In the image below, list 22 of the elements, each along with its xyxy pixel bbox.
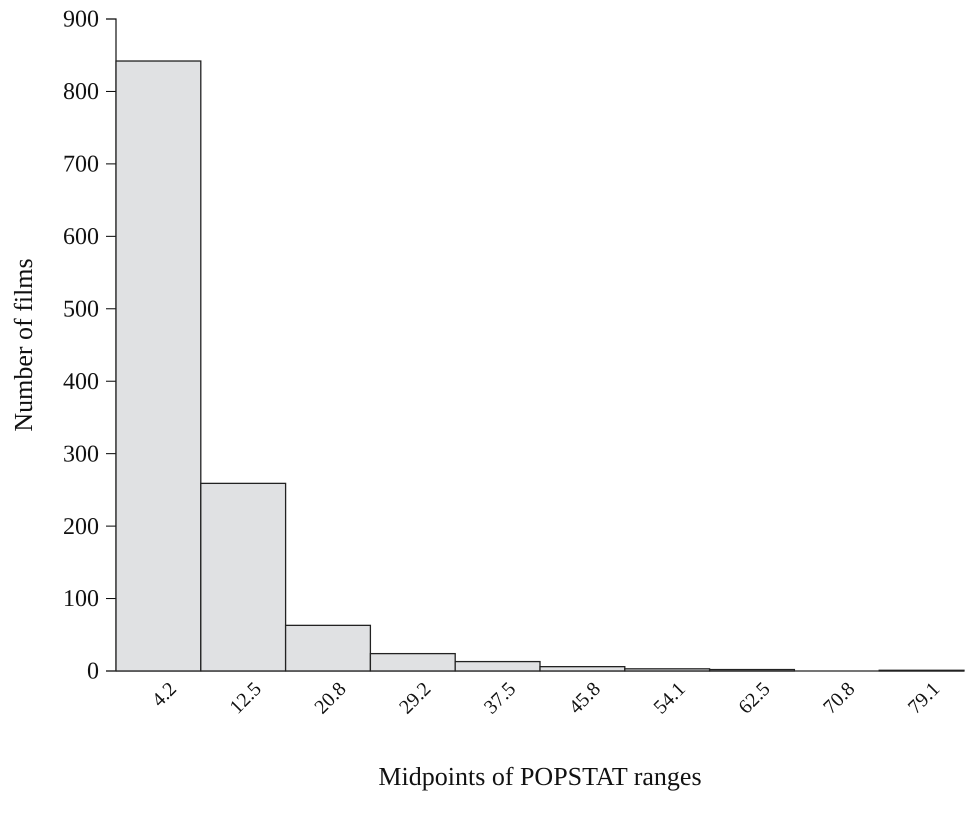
y-tick-label: 700: [63, 152, 99, 178]
x-tick-label: 29.2: [395, 678, 436, 718]
x-tick-label: 70.8: [819, 678, 860, 718]
y-tick-label: 400: [63, 368, 99, 395]
x-tick-label: 4.2: [148, 678, 182, 712]
y-tick-label: 300: [63, 441, 99, 468]
y-tick-label: 800: [63, 79, 99, 106]
x-tick-label: 37.5: [480, 678, 520, 718]
y-tick-label: 200: [63, 514, 99, 540]
y-tick-label: 600: [63, 224, 99, 250]
y-tick-label: 0: [87, 658, 99, 685]
y-axis-title: Number of films: [9, 258, 38, 432]
x-tick-label: 62.5: [734, 678, 775, 718]
x-tick-label: 20.8: [310, 678, 351, 718]
x-tick-label: 79.1: [904, 678, 944, 718]
y-tick-label: 900: [63, 6, 99, 33]
y-tick-label: 500: [63, 296, 99, 322]
y-tick-label: 100: [63, 586, 99, 612]
x-tick-label: 45.8: [564, 678, 606, 718]
x-tick-label: 54.1: [650, 678, 690, 718]
x-tick-label: 12.5: [226, 678, 266, 718]
x-axis-title: Midpoints of POPSTAT ranges: [378, 762, 702, 791]
